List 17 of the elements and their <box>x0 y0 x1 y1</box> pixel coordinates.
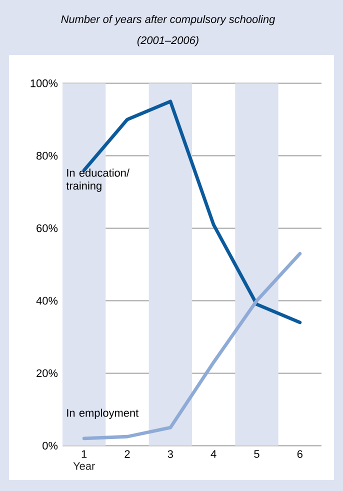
chart-subtitle: (2001–2006) <box>137 36 198 46</box>
y-tick-label: 20% <box>36 369 58 378</box>
series-label: In education/training <box>66 168 130 192</box>
x-tick-label: 4 <box>210 450 216 458</box>
x-tick-label: 3 <box>168 450 173 458</box>
x-tick-label: 5 <box>254 450 260 458</box>
x-tick-label: 2 <box>124 450 130 458</box>
chart-title: Number of years after compulsory schooling <box>61 15 276 26</box>
x-axis-title: Year <box>73 462 95 470</box>
y-tick-label: 40% <box>36 296 58 305</box>
x-tick-label: 1 <box>82 450 87 458</box>
y-tick-label: 0% <box>42 442 58 450</box>
x-tick-label: 6 <box>297 450 302 458</box>
y-tick-label: 60% <box>36 224 58 232</box>
y-tick-label: 100% <box>30 79 58 88</box>
y-tick-label: 80% <box>36 152 58 160</box>
series-label: In employment <box>67 408 139 419</box>
